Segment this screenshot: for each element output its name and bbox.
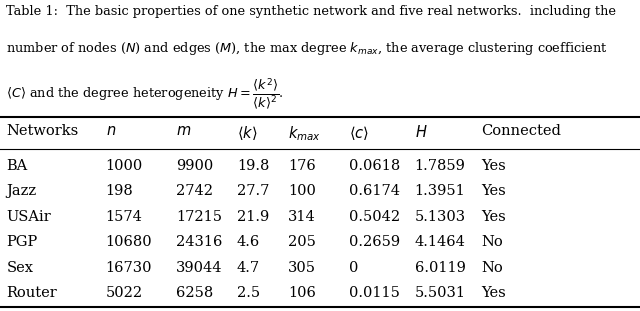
Text: 4.1464: 4.1464 <box>415 235 465 249</box>
Text: 2.5: 2.5 <box>237 286 260 300</box>
Text: 6258: 6258 <box>176 286 213 300</box>
Text: 5.1303: 5.1303 <box>415 210 466 224</box>
Text: Yes: Yes <box>481 159 506 173</box>
Text: 198: 198 <box>106 184 133 198</box>
Text: 24316: 24316 <box>176 235 222 249</box>
Text: BA: BA <box>6 159 28 173</box>
Text: 0.0115: 0.0115 <box>349 286 399 300</box>
Text: PGP: PGP <box>6 235 38 249</box>
Text: Networks: Networks <box>6 124 79 138</box>
Text: $n$: $n$ <box>106 124 116 138</box>
Text: 5022: 5022 <box>106 286 143 300</box>
Text: 4.7: 4.7 <box>237 261 260 275</box>
Text: 16730: 16730 <box>106 261 152 275</box>
Text: Router: Router <box>6 286 57 300</box>
Text: 27.7: 27.7 <box>237 184 269 198</box>
Text: Jazz: Jazz <box>6 184 36 198</box>
Text: 1.3951: 1.3951 <box>415 184 465 198</box>
Text: $k_{max}$: $k_{max}$ <box>288 124 321 143</box>
Text: 0.6174: 0.6174 <box>349 184 400 198</box>
Text: 4.6: 4.6 <box>237 235 260 249</box>
Text: USAir: USAir <box>6 210 51 224</box>
Text: Yes: Yes <box>481 210 506 224</box>
Text: 106: 106 <box>288 286 316 300</box>
Text: $m$: $m$ <box>176 124 191 138</box>
Text: $H$: $H$ <box>415 124 428 140</box>
Text: $\langle k \rangle$: $\langle k \rangle$ <box>237 124 257 142</box>
Text: 2742: 2742 <box>176 184 213 198</box>
Text: 17215: 17215 <box>176 210 222 224</box>
Text: $\langle C \rangle$ and the degree heterogeneity $H = \dfrac{\langle k^2 \rangle: $\langle C \rangle$ and the degree heter… <box>6 76 284 111</box>
Text: 0.0618: 0.0618 <box>349 159 400 173</box>
Text: 21.9: 21.9 <box>237 210 269 224</box>
Text: 100: 100 <box>288 184 316 198</box>
Text: 314: 314 <box>288 210 316 224</box>
Text: 0: 0 <box>349 261 358 275</box>
Text: 205: 205 <box>288 235 316 249</box>
Text: 39044: 39044 <box>176 261 223 275</box>
Text: No: No <box>481 235 503 249</box>
Text: 9900: 9900 <box>176 159 213 173</box>
Text: Connected: Connected <box>481 124 561 138</box>
Text: Yes: Yes <box>481 286 506 300</box>
Text: 1000: 1000 <box>106 159 143 173</box>
Text: No: No <box>481 261 503 275</box>
Text: 0.2659: 0.2659 <box>349 235 400 249</box>
Text: 5.5031: 5.5031 <box>415 286 466 300</box>
Text: Yes: Yes <box>481 184 506 198</box>
Text: $\langle c \rangle$: $\langle c \rangle$ <box>349 124 369 142</box>
Text: number of nodes ($N$) and edges ($M$), the max degree $k_{max}$, the average clu: number of nodes ($N$) and edges ($M$), t… <box>6 40 608 58</box>
Text: 176: 176 <box>288 159 316 173</box>
Text: 1574: 1574 <box>106 210 143 224</box>
Text: 0.5042: 0.5042 <box>349 210 400 224</box>
Text: 19.8: 19.8 <box>237 159 269 173</box>
Text: 305: 305 <box>288 261 316 275</box>
Text: 1.7859: 1.7859 <box>415 159 465 173</box>
Text: 10680: 10680 <box>106 235 152 249</box>
Text: 6.0119: 6.0119 <box>415 261 465 275</box>
Text: Sex: Sex <box>6 261 33 275</box>
Text: Table 1:  The basic properties of one synthetic network and five real networks. : Table 1: The basic properties of one syn… <box>6 5 616 18</box>
